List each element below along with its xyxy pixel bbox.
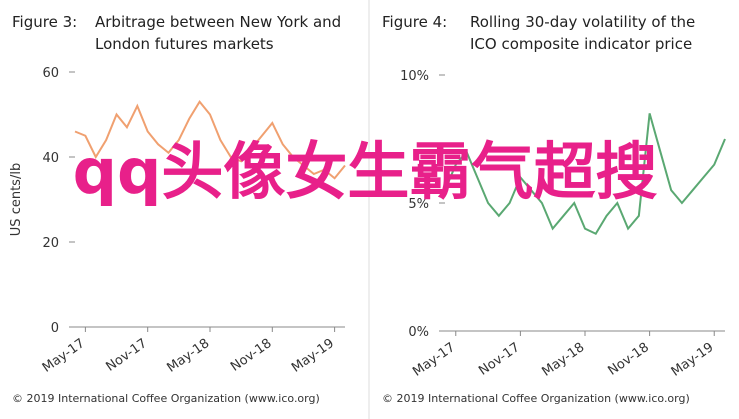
chart-title: Arbitrage between New York and London fut… <box>95 13 341 53</box>
y-tick-label: 0 <box>51 321 59 336</box>
y-tick-label: 0% <box>408 325 429 340</box>
x-tick-label: Nov-17 <box>103 336 150 375</box>
y-axis-label: US cents/lb <box>9 163 24 236</box>
y-tick-label: 40 <box>42 151 59 166</box>
x-tick-label: May-19 <box>289 336 337 376</box>
y-tick-label: 10% <box>400 69 429 84</box>
source: © 2019 International Coffee Organization… <box>12 392 320 405</box>
figure-label: Figure 4: <box>382 13 447 31</box>
y-tick-label: 5% <box>408 197 429 212</box>
y-tick-label: 20 <box>42 236 59 251</box>
y-tick-label: 60 <box>42 66 59 81</box>
chart-title: Rolling 30-day volatility of the ICO comp… <box>470 13 695 53</box>
overlay-text: qq头像女生霸气超搜 <box>72 135 658 208</box>
line <box>74 100 346 180</box>
x-tick-label: May-18 <box>539 340 587 380</box>
x-tick-label: May-17 <box>410 340 458 380</box>
x-tick-label: Nov-18 <box>605 340 652 379</box>
figure-label: Figure 3: <box>12 13 77 31</box>
x-tick-label: May-18 <box>164 336 212 376</box>
line <box>444 113 726 236</box>
x-tick-label: Nov-17 <box>476 340 523 379</box>
x-tick-label: May-17 <box>40 336 88 376</box>
source: © 2019 International Coffee Organization… <box>382 392 690 405</box>
x-tick-label: Nov-18 <box>228 336 275 375</box>
x-tick-label: May-19 <box>669 340 717 380</box>
